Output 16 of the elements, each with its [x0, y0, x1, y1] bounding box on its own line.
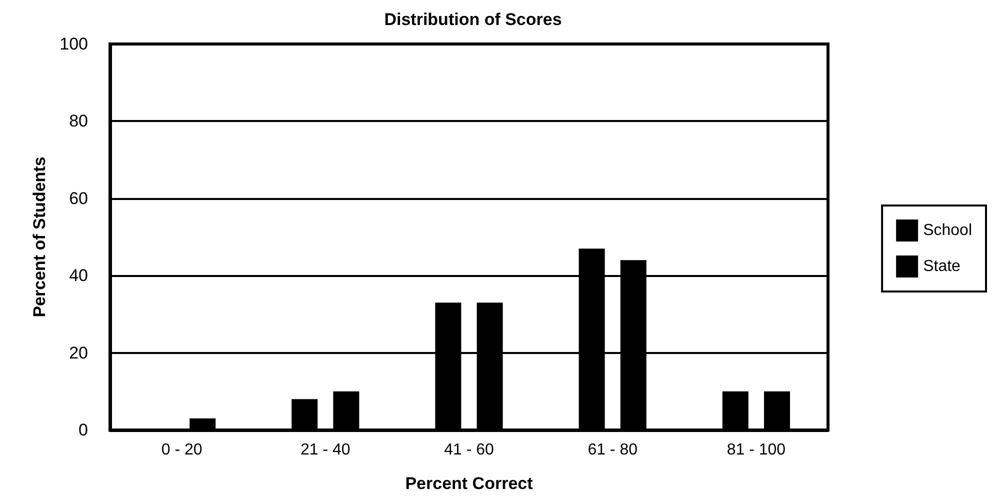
x-tick-label: 41 - 60: [444, 442, 494, 458]
y-tick-label: 40: [69, 266, 88, 286]
y-tick-label: 0: [78, 420, 88, 440]
y-tick-label: 100: [60, 34, 88, 54]
x-tick-label: 61 - 80: [588, 442, 638, 458]
chart-title: Distribution of Scores: [384, 10, 562, 29]
y-tick-label: 20: [69, 343, 88, 362]
legend-label: School: [923, 222, 972, 239]
y-tick-label: 80: [69, 112, 88, 131]
y-tick-label: 60: [69, 188, 88, 208]
x-tick-label: 81 - 100: [726, 442, 786, 458]
x-axis-title: Percent Correct: [405, 474, 534, 493]
x-tick-label: 0 - 20: [161, 442, 202, 458]
x-tick-label: 21 - 40: [300, 442, 350, 458]
legend-label: State: [923, 258, 961, 275]
y-axis-title: Percent of Students: [30, 156, 49, 318]
